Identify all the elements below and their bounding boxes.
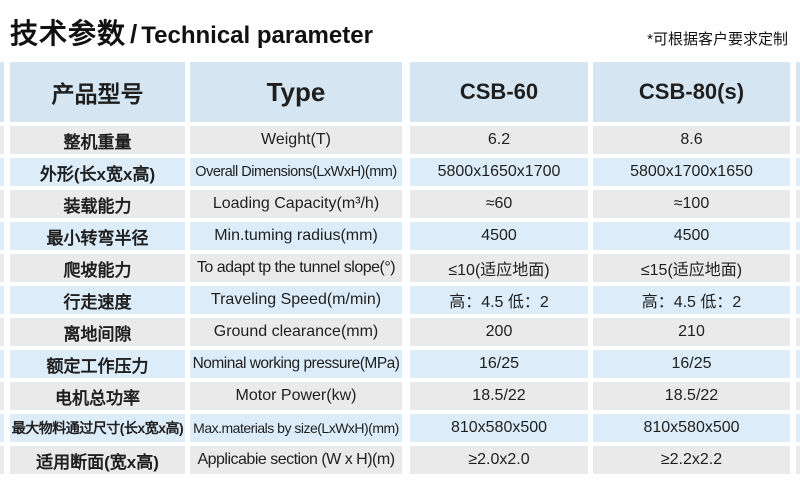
csb60-value-cell: ≤10(适应地面) (410, 254, 588, 282)
table-row: 适用断面(宽x高) Applicabie section (W x H)(m) … (0, 446, 800, 474)
csb60-value-cell: 高：4.5 低：2 (410, 286, 588, 314)
csb80-value-cell: 810x580x500 (593, 414, 790, 442)
param-name-en-cell: Overall Dimensions(LxWxH)(mm) (190, 158, 402, 186)
header-cell-model2: CSB-80(s) (593, 62, 790, 122)
left-edge-sliver (0, 286, 4, 314)
param-name-zh-cell: 整机重量 (10, 126, 185, 154)
table-row: 离地间隙 Ground clearance(mm) 200 210 (0, 318, 800, 346)
right-edge-sliver (796, 286, 800, 314)
page-title-separator: / (130, 19, 138, 49)
technical-parameter-table: 产品型号 Type CSB-60 CSB-80(s) 整机重量 Weight(T… (0, 62, 800, 478)
param-name-en-cell: Nominal working pressure(MPa) (190, 350, 402, 378)
csb80-value-cell: 16/25 (593, 350, 790, 378)
table-row: 额定工作压力 Nominal working pressure(MPa) 16/… (0, 350, 800, 378)
csb60-value-cell: 16/25 (410, 350, 588, 378)
right-edge-sliver (796, 190, 800, 218)
param-name-zh-cell: 行走速度 (10, 286, 185, 314)
param-name-zh-cell: 额定工作压力 (10, 350, 185, 378)
table-header-row: 产品型号 Type CSB-60 CSB-80(s) (0, 62, 800, 122)
param-name-zh-cell: 装载能力 (10, 190, 185, 218)
page-header: 技术参数 / Technical parameter *可根据客户要求定制 (10, 12, 788, 52)
table-row: 爬坡能力 To adapt tp the tunnel slope(°) ≤10… (0, 254, 800, 282)
right-edge-sliver (796, 350, 800, 378)
param-name-en-cell: Applicabie section (W x H)(m) (190, 446, 402, 474)
param-name-zh-cell: 离地间隙 (10, 318, 185, 346)
header-cell-param-zh: 产品型号 (10, 62, 185, 122)
page-title-en: Technical parameter (141, 22, 373, 49)
header-cell-param-en: Type (190, 62, 402, 122)
param-name-en-cell: Max.materials by size(LxWxH)(mm) (190, 414, 402, 442)
right-edge-sliver (796, 318, 800, 346)
csb60-value-cell: ≥2.0x2.0 (410, 446, 588, 474)
csb80-value-cell: ≥2.2x2.2 (593, 446, 790, 474)
left-edge-sliver (0, 318, 4, 346)
right-edge-sliver (796, 158, 800, 186)
param-name-zh-cell: 爬坡能力 (10, 254, 185, 282)
page-title-zh: 技术参数 (10, 18, 127, 49)
param-name-en-cell: Traveling Speed(m/min) (190, 286, 402, 314)
csb60-value-cell: 5800x1650x1700 (410, 158, 588, 186)
customization-note: *可根据客户要求定制 (647, 31, 788, 48)
param-name-zh-cell: 适用断面(宽x高) (10, 446, 185, 474)
left-edge-sliver (0, 190, 4, 218)
param-name-zh-cell: 最小转弯半径 (10, 222, 185, 250)
csb80-value-cell: ≈100 (593, 190, 790, 218)
right-edge-sliver (796, 446, 800, 474)
header-cell-model1: CSB-60 (410, 62, 588, 122)
left-edge-sliver (0, 62, 4, 122)
table-row: 电机总功率 Motor Power(kw) 18.5/22 18.5/22 (0, 382, 800, 410)
left-edge-sliver (0, 254, 4, 282)
right-edge-sliver (796, 382, 800, 410)
left-edge-sliver (0, 158, 4, 186)
left-edge-sliver (0, 382, 4, 410)
right-edge-sliver (796, 62, 800, 122)
csb80-value-cell: 4500 (593, 222, 790, 250)
param-name-en-cell: Loading Capacity(m³/h) (190, 190, 402, 218)
table-row: 行走速度 Traveling Speed(m/min) 高：4.5 低：2 高：… (0, 286, 800, 314)
left-edge-sliver (0, 222, 4, 250)
left-edge-sliver (0, 126, 4, 154)
param-name-en-cell: Min.tuming radius(mm) (190, 222, 402, 250)
csb80-value-cell: 210 (593, 318, 790, 346)
table-row: 整机重量 Weight(T) 6.2 8.6 (0, 126, 800, 154)
table-row: 外形(长x宽x高) Overall Dimensions(LxWxH)(mm) … (0, 158, 800, 186)
param-name-zh-cell: 外形(长x宽x高) (10, 158, 185, 186)
csb80-value-cell: 8.6 (593, 126, 790, 154)
csb80-value-cell: 5800x1700x1650 (593, 158, 790, 186)
left-edge-sliver (0, 350, 4, 378)
right-edge-sliver (796, 254, 800, 282)
csb60-value-cell: 4500 (410, 222, 588, 250)
csb80-value-cell: ≤15(适应地面) (593, 254, 790, 282)
table-row: 最大物料通过尺寸(长x宽x高) Max.materials by size(Lx… (0, 414, 800, 442)
param-name-en-cell: Motor Power(kw) (190, 382, 402, 410)
left-edge-sliver (0, 446, 4, 474)
csb60-value-cell: 18.5/22 (410, 382, 588, 410)
csb60-value-cell: 810x580x500 (410, 414, 588, 442)
page-title: 技术参数 / Technical parameter (10, 12, 373, 52)
param-name-en-cell: To adapt tp the tunnel slope(°) (190, 254, 402, 282)
param-name-en-cell: Weight(T) (190, 126, 402, 154)
param-name-zh-cell: 电机总功率 (10, 382, 185, 410)
left-edge-sliver (0, 414, 4, 442)
csb60-value-cell: 200 (410, 318, 588, 346)
csb60-value-cell: 6.2 (410, 126, 588, 154)
right-edge-sliver (796, 222, 800, 250)
param-name-en-cell: Ground clearance(mm) (190, 318, 402, 346)
table-row: 装载能力 Loading Capacity(m³/h) ≈60 ≈100 (0, 190, 800, 218)
right-edge-sliver (796, 414, 800, 442)
right-edge-sliver (796, 126, 800, 154)
csb80-value-cell: 18.5/22 (593, 382, 790, 410)
table-row: 最小转弯半径 Min.tuming radius(mm) 4500 4500 (0, 222, 800, 250)
csb60-value-cell: ≈60 (410, 190, 588, 218)
table-body: 整机重量 Weight(T) 6.2 8.6 外形(长x宽x高) Overall… (0, 126, 800, 474)
param-name-zh-cell: 最大物料通过尺寸(长x宽x高) (10, 414, 185, 442)
csb80-value-cell: 高：4.5 低：2 (593, 286, 790, 314)
